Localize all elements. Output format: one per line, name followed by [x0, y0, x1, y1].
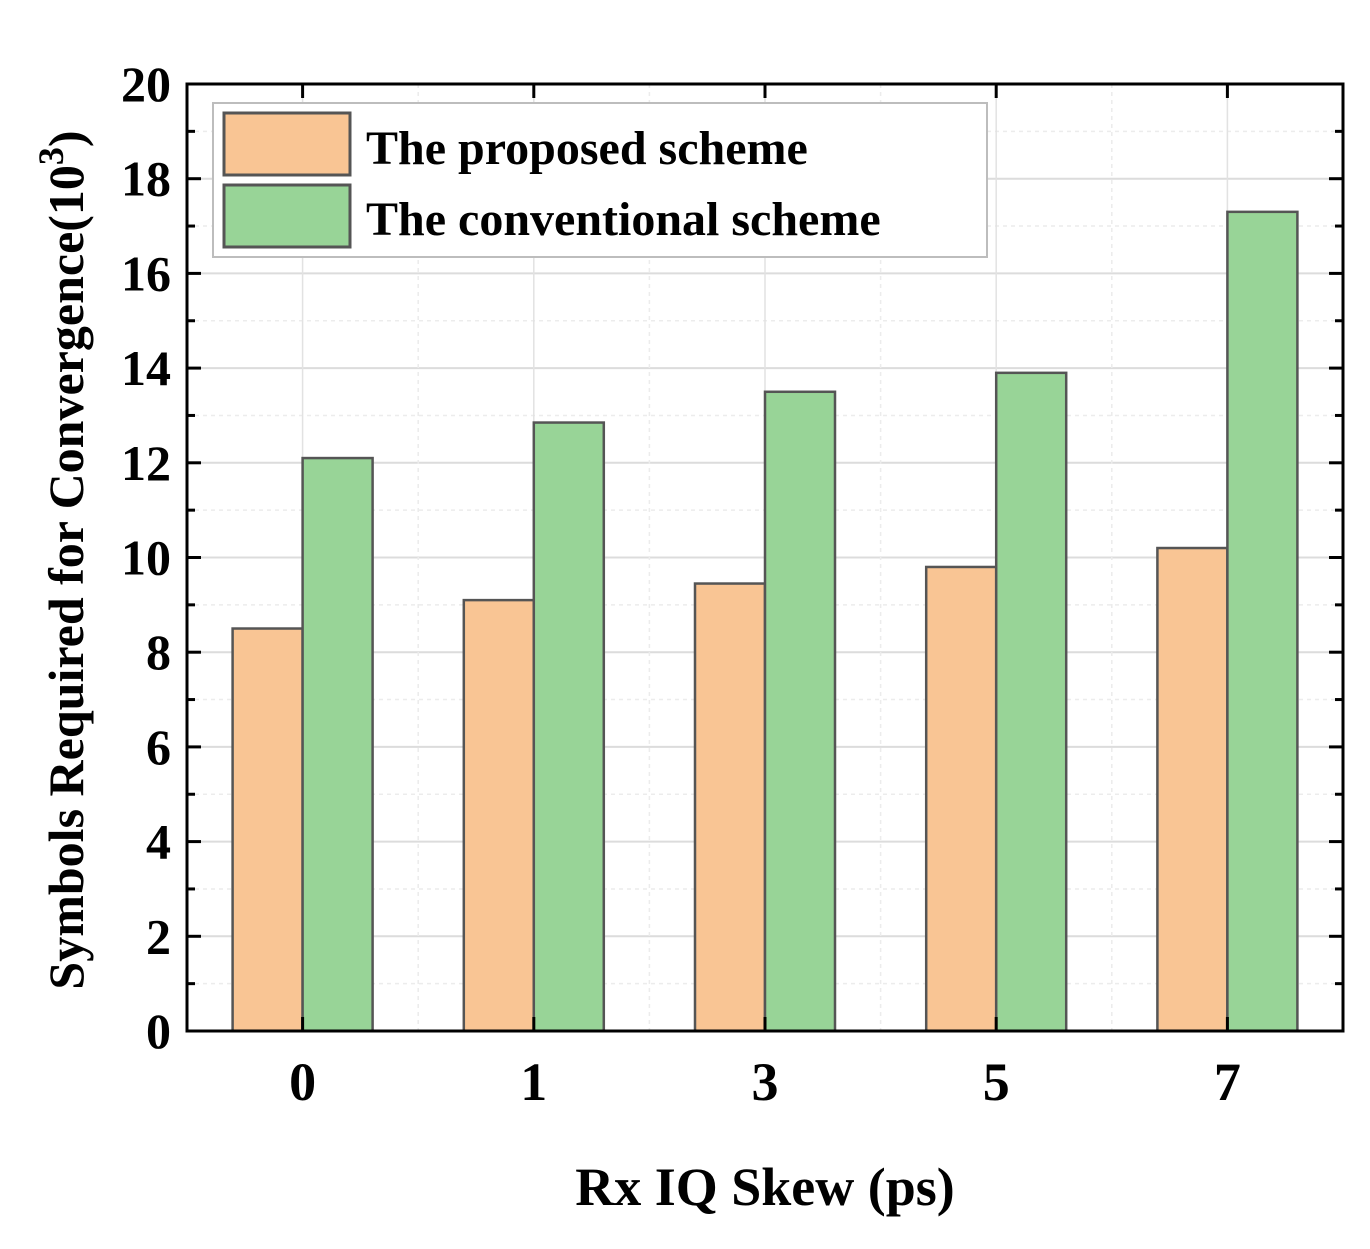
y-tick-label: 18 — [121, 151, 171, 207]
y-tick-label: 6 — [146, 719, 171, 775]
legend-label-conventional: The conventional scheme — [366, 193, 881, 246]
legend-swatch-proposed — [222, 111, 352, 177]
bar-conventional-1 — [532, 421, 606, 1033]
bar-conventional-0 — [301, 456, 374, 1033]
bar-conventional-7 — [1226, 210, 1299, 1033]
bar-proposed-7 — [1156, 546, 1229, 1033]
x-tick-label: 3 — [752, 1052, 779, 1112]
bar-proposed-3 — [693, 582, 767, 1033]
bar-conventional-3 — [763, 390, 837, 1033]
y-tick-label: 4 — [146, 814, 171, 870]
y-axis-label-exponent: 3 — [31, 147, 71, 165]
ticks-layer — [187, 82, 1343, 1033]
y-tick-label: 2 — [146, 908, 171, 964]
x-tick-label: 0 — [289, 1052, 316, 1112]
x-axis-label: Rx IQ Skew (ps) — [575, 1157, 955, 1217]
x-tick-label: 5 — [983, 1052, 1010, 1112]
y-axis-label: Symbols Required for Convergence(103) — [31, 130, 94, 989]
bar-proposed-1 — [462, 598, 536, 1033]
y-tick-label: 0 — [146, 1003, 171, 1059]
y-axis-label-main: Symbols Required for Convergence(10 — [38, 165, 94, 990]
y-tick-label: 16 — [121, 245, 171, 301]
y-tick-label: 20 — [121, 56, 171, 112]
x-tick-label: 1 — [520, 1052, 547, 1112]
legend: The proposed scheme The conventional sch… — [212, 102, 988, 258]
bars-layer — [231, 210, 1299, 1033]
y-tick-label: 10 — [121, 530, 171, 586]
y-tick-label: 12 — [121, 435, 171, 491]
y-tick-label: 14 — [121, 340, 171, 396]
y-tick-label: 8 — [146, 624, 171, 680]
y-tick-labels: 0 2 4 6 8 10 12 14 16 18 20 — [121, 56, 171, 1059]
bar-proposed-0 — [231, 627, 304, 1033]
legend-label-proposed: The proposed scheme — [366, 122, 808, 175]
x-tick-labels: 0 1 3 5 7 — [289, 1052, 1241, 1112]
legend-swatch-conventional — [222, 183, 352, 249]
x-tick-label: 7 — [1214, 1052, 1241, 1112]
bar-proposed-5 — [924, 565, 998, 1033]
bar-conventional-5 — [994, 371, 1068, 1033]
y-axis-label-close: ) — [38, 130, 94, 147]
